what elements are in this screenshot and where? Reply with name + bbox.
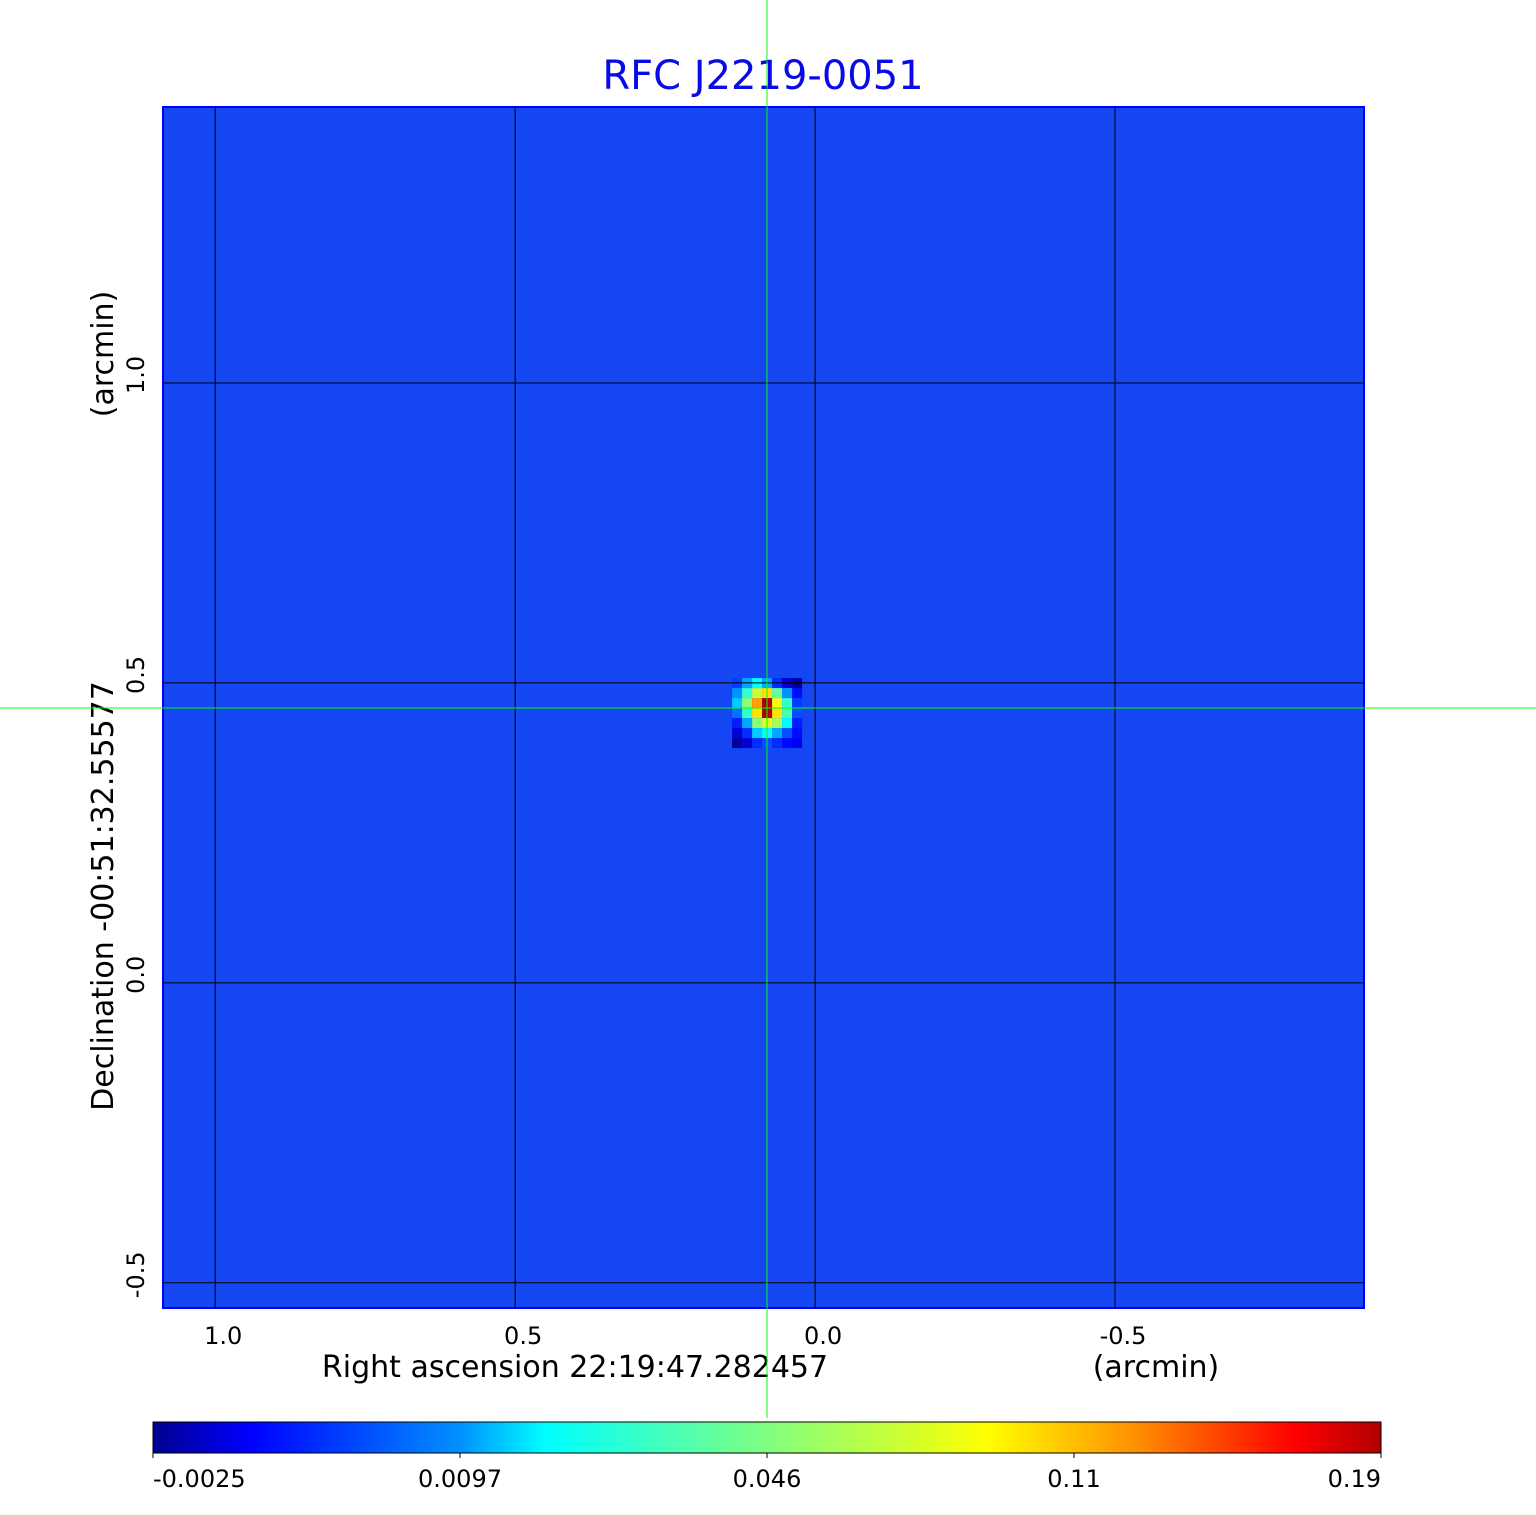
- heatmap-cell: [782, 738, 793, 749]
- heatmap-cell: [732, 688, 743, 699]
- heatmap-cell: [742, 728, 753, 739]
- colorbar-tick-label: 0.11: [1047, 1465, 1100, 1493]
- colorbar: [152, 1421, 1382, 1454]
- y-axis-unit: (arcmin): [86, 291, 121, 418]
- heatmap-cell: [752, 738, 763, 749]
- x-axis-unit: (arcmin): [1093, 1350, 1220, 1385]
- colorbar-ticks: -0.0025 0.0097 0.046 0.11 0.19: [152, 1453, 1382, 1493]
- heatmap-cell: [772, 718, 783, 729]
- heatmap-cell: [792, 728, 803, 739]
- colorbar-tick-label: -0.0025: [153, 1465, 246, 1493]
- heatmap-cell: [752, 728, 763, 739]
- heatmap-cell: [732, 738, 743, 749]
- heatmap-cell: [792, 698, 803, 709]
- y-tick-label: 0.0: [122, 956, 150, 994]
- heatmap-cell: [742, 718, 753, 729]
- heatmap-cell: [772, 738, 783, 749]
- tick-labels: 1.0 0.5 0.0 -0.5 1.0 0.5 0.0 -0.5: [122, 356, 1146, 1350]
- x-tick-label: 0.5: [504, 1322, 542, 1350]
- heatmap-cell: [752, 698, 763, 709]
- y-tick-label: 0.5: [122, 656, 150, 694]
- y-tick-label: -0.5: [122, 1251, 150, 1298]
- heatmap-cell: [782, 688, 793, 699]
- heatmap-cell: [732, 708, 743, 719]
- x-tick-label: -0.5: [1100, 1322, 1147, 1350]
- y-axis-label: Declination -00:51:32.55577: [86, 681, 121, 1111]
- heatmap-cell: [742, 698, 753, 709]
- x-axis-label: Right ascension 22:19:47.282457: [322, 1350, 828, 1385]
- colorbar-tick-label: 0.19: [1328, 1465, 1381, 1493]
- x-tick-label: 1.0: [204, 1322, 242, 1350]
- heatmap-cell: [752, 708, 763, 719]
- heatmap-cell: [792, 708, 803, 719]
- heatmap-cell: [772, 688, 783, 699]
- heatmap-cell: [792, 688, 803, 699]
- chart-title: RFC J2219-0051: [602, 53, 923, 99]
- heatmap-cell: [772, 708, 783, 719]
- x-tick-label: 0.0: [804, 1322, 842, 1350]
- heatmap-cell: [782, 708, 793, 719]
- colorbar-tick-label: 0.0097: [418, 1465, 502, 1493]
- heatmap-cell: [752, 718, 763, 729]
- heatmap-cell: [782, 718, 793, 729]
- heatmap-cell: [742, 708, 753, 719]
- heatmap-cell: [732, 698, 743, 709]
- heatmap-cell: [782, 698, 793, 709]
- colorbar-tick-label: 0.046: [733, 1465, 802, 1493]
- heatmap-cell: [782, 728, 793, 739]
- heatmap-cell: [772, 698, 783, 709]
- heatmap-cell: [742, 738, 753, 749]
- heatmap-cell: [792, 718, 803, 729]
- heatmap-cell: [732, 718, 743, 729]
- heatmap-cell: [792, 738, 803, 749]
- heatmap-cell: [732, 728, 743, 739]
- heatmap-cell: [742, 688, 753, 699]
- heatmap-cell: [772, 728, 783, 739]
- heatmap-cell: [752, 688, 763, 699]
- y-tick-label: 1.0: [122, 356, 150, 394]
